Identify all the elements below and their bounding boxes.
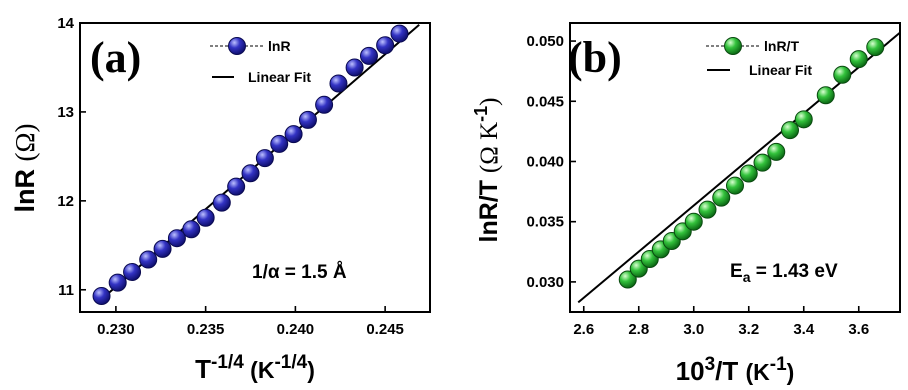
panel-a-legend-series-label: lnR (268, 38, 291, 54)
panel-b-x-tick-label: 3.4 (793, 321, 815, 338)
panel-a-data-point (284, 125, 303, 144)
panel-b-data-point (849, 50, 868, 69)
panel-b-data-point (726, 176, 744, 195)
panel-b-legend: lnR/T Linear Fit (706, 37, 812, 78)
panel-a-data-point (270, 134, 289, 153)
panel-a-data-point (241, 164, 260, 183)
panel-b: 2.6 2.8 3.0 3.2 3.4 3.6 0.030 0.035 0.040 0.045 0.… (471, 22, 901, 386)
panel-a-legend-fit-label: Linear Fit (248, 69, 311, 85)
panel-b-data-points (618, 38, 885, 289)
panel-a-annotation: 1/α = 1.5 Å (252, 262, 347, 283)
panel-a-data-point (315, 95, 334, 114)
panel-a-data-point (139, 250, 158, 269)
panel-a-y-title-main: lnR (10, 162, 40, 213)
panel-a-data-point (92, 286, 111, 305)
panel-b-x-title-sup: 3 (705, 354, 716, 375)
panel-b-data-point (866, 38, 885, 57)
panel-b-data-point (753, 153, 772, 172)
panel-a-x-title-unit: (K (244, 357, 275, 383)
panel-b-data-point (816, 86, 835, 105)
panel-b-data-point (698, 200, 717, 219)
panel-b-x-axis-title: 103/T (K-1) (676, 354, 795, 386)
panel-b-x-tick-label: 3.2 (738, 321, 759, 338)
panel-a-data-point (182, 220, 201, 239)
panel-b-annotation-rest: = 1.43 eV (750, 261, 837, 282)
panel-a-data-point (255, 149, 274, 168)
panel-a-data-point (376, 36, 395, 55)
panel-b-y-axis-title: lnR/T (Ω K-1) (471, 98, 503, 243)
panel-b-data-point (618, 270, 637, 289)
panel-a-y-tick-label: 13 (57, 104, 74, 121)
panel-b-annotation: Ea = 1.43 eV (730, 261, 838, 285)
panel-a-plot-frame (79, 22, 431, 313)
panel-b-data-point (833, 65, 852, 84)
panel-a-data-point (329, 74, 348, 93)
panel-b-x-title-mid: /T (715, 356, 745, 386)
panel-a-y-title-unit: (Ω) (10, 123, 40, 161)
panel-b-y-tick-label: 0.035 (526, 214, 564, 231)
panel-b-x-tick-label: 3.6 (848, 321, 869, 338)
panel-a-legend-series-marker (228, 37, 246, 55)
panel-b-y-tick-label: 0.045 (526, 93, 564, 110)
panel-b-y-title-main: lnR/T (475, 173, 503, 242)
panel-a-data-points (92, 24, 409, 305)
panel-a-x-title-unit-sup: -1/4 (274, 352, 307, 373)
panel-a-x-tick-label: 0.235 (187, 321, 225, 338)
panel-b-y-title-unit: (Ω K (476, 122, 503, 173)
panel-a-x-title-sup: -1/4 (211, 352, 244, 373)
panel-b-data-point (739, 164, 758, 183)
panel-b-y-tick-label: 0.030 (526, 274, 564, 291)
panel-a-data-point (123, 262, 142, 281)
panel-b-x-tick-label: 3.0 (683, 321, 704, 338)
panel-a-x-tick-label: 0.245 (366, 321, 404, 338)
panel-b-y-tick-label: 0.050 (526, 33, 564, 50)
panel-b-x-tick-label: 2.6 (573, 321, 594, 338)
panel-a-ticks: 0.230 0.235 0.240 0.245 11 12 13 14 (57, 15, 404, 338)
panel-a-y-tick-label: 11 (58, 282, 74, 299)
panel-b-y-title-close: ) (476, 98, 503, 106)
panel-b-legend-series-marker (724, 37, 742, 55)
panel-a-x-tick-label: 0.240 (277, 321, 315, 338)
panel-a-data-point (153, 239, 172, 258)
panel-b-legend-fit-label: Linear Fit (749, 62, 812, 78)
panel-a-x-tick-label: 0.230 (97, 321, 135, 338)
panel-a: 0.230 0.235 0.240 0.245 11 12 13 14 (a) lnR Lin… (10, 15, 431, 384)
panel-a-y-tick-label: 12 (57, 193, 74, 210)
panel-a-y-axis-title: lnR (Ω) (10, 123, 40, 212)
panel-b-x-title-close: ) (787, 359, 795, 385)
panel-a-data-point (345, 58, 364, 77)
panel-b-data-point (712, 188, 731, 207)
panel-a-x-axis-title: T-1/4 (K-1/4) (195, 352, 315, 384)
panel-a-data-point (390, 24, 409, 43)
panel-b-data-point (794, 110, 813, 129)
panel-b-y-title-unit-sup: -1 (471, 106, 491, 122)
panel-a-legend: lnR Linear Fit (210, 37, 311, 85)
panel-a-data-point (167, 229, 186, 248)
panel-a-label: (a) (90, 33, 141, 82)
panel-b-data-point (684, 212, 703, 231)
panel-b-data-point (781, 121, 799, 140)
panel-b-y-tick-label: 0.040 (526, 153, 564, 170)
panel-b-x-tick-label: 2.8 (628, 321, 649, 338)
panel-b-ticks: 2.6 2.8 3.0 3.2 3.4 3.6 0.030 0.035 0.040 0.045 0.… (526, 33, 869, 338)
panel-a-x-title-base: T (195, 354, 211, 384)
panel-b-x-title-unit: (K (745, 359, 770, 385)
panel-b-annotation-sub: a (743, 269, 751, 285)
panel-a-x-title-close: ) (307, 357, 315, 383)
panel-a-data-point (196, 208, 215, 227)
panel-a-data-point (108, 273, 127, 292)
panel-b-legend-series-label: lnR/T (764, 38, 799, 54)
panel-b-x-title-unit-sup: -1 (770, 354, 787, 375)
panel-a-data-point (359, 46, 378, 65)
panel-b-x-title-base: 10 (676, 356, 705, 386)
panel-b-data-point (767, 142, 786, 161)
panel-a-data-point (298, 110, 317, 129)
panel-a-data-point (227, 177, 246, 196)
panel-a-data-point (212, 193, 231, 212)
panel-a-y-tick-label: 14 (57, 15, 74, 32)
panel-b-plot-frame (569, 22, 901, 313)
panel-b-label: (b) (568, 33, 622, 82)
panel-b-annotation-base: E (730, 261, 743, 282)
